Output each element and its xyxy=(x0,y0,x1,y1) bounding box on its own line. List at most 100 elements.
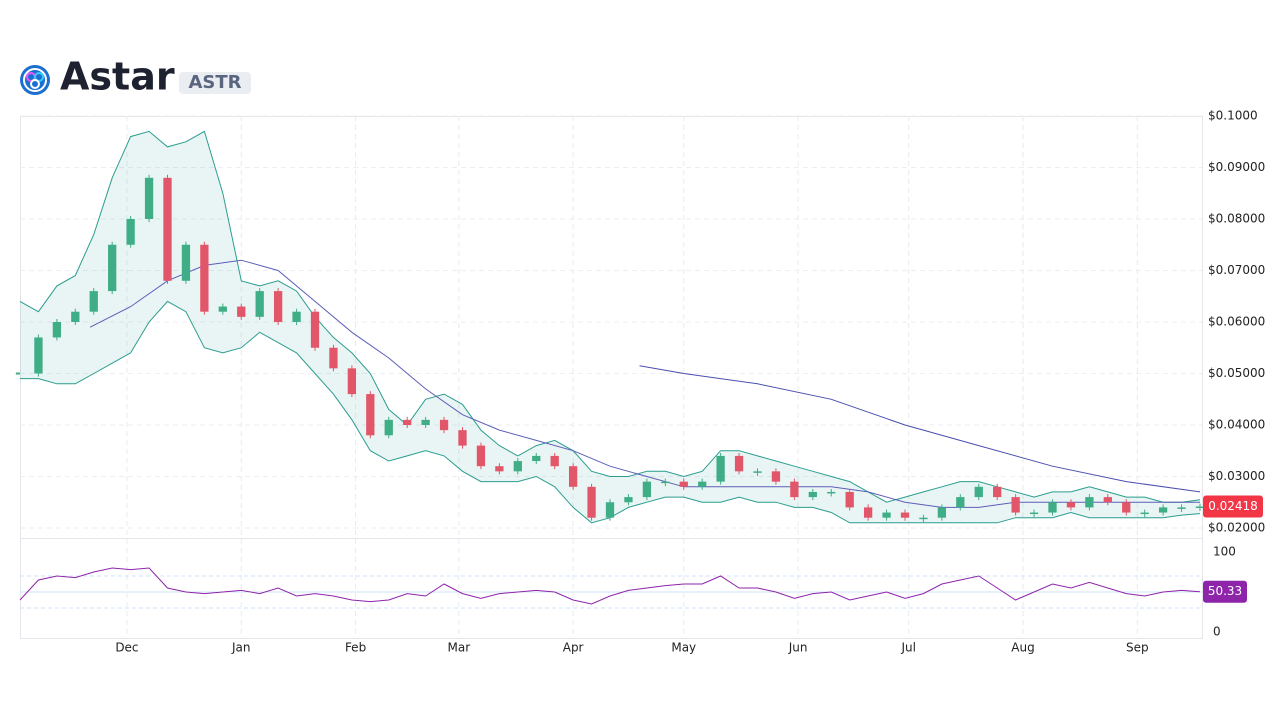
candle xyxy=(439,419,449,431)
y-tick-label: $0.06000 xyxy=(1208,315,1265,329)
candle xyxy=(808,491,817,498)
candle xyxy=(642,481,652,498)
candle xyxy=(384,419,393,436)
candle xyxy=(108,244,117,292)
y-tick-label: 100 xyxy=(1213,545,1236,559)
candle xyxy=(716,455,725,482)
candle xyxy=(587,486,596,518)
candle xyxy=(624,497,633,503)
y-tick-label: $0.08000 xyxy=(1208,212,1265,226)
candle xyxy=(421,419,430,425)
candle xyxy=(974,486,983,498)
rsi-label: 50.33 xyxy=(1208,584,1242,598)
candle xyxy=(827,491,836,494)
x-tick-label: Sep xyxy=(1126,641,1149,655)
candle xyxy=(1029,512,1039,515)
candle xyxy=(661,481,670,484)
coin-symbol: ASTR xyxy=(188,72,241,93)
candle xyxy=(1066,502,1076,508)
candle xyxy=(403,419,412,425)
candle xyxy=(993,486,1002,498)
candle xyxy=(863,507,873,518)
y-tick-label: $0.05000 xyxy=(1208,366,1265,380)
candle xyxy=(734,455,744,472)
candle xyxy=(513,461,522,472)
x-tick-label: Dec xyxy=(115,641,138,655)
x-tick-label: Jul xyxy=(900,641,915,655)
x-tick-label: Mar xyxy=(447,641,470,655)
x-tick-label: May xyxy=(671,641,696,655)
logo xyxy=(20,65,50,95)
candle xyxy=(71,311,80,322)
coin-name: Astar xyxy=(60,55,175,99)
candle xyxy=(900,512,910,518)
candle xyxy=(1103,497,1112,503)
candle xyxy=(126,219,135,245)
y-tick-label: $0.07000 xyxy=(1208,263,1265,277)
candle xyxy=(550,455,559,467)
candle xyxy=(15,372,20,375)
candle xyxy=(310,311,320,348)
candle xyxy=(1195,506,1205,508)
candle xyxy=(919,517,928,520)
candle xyxy=(1011,497,1020,513)
candle xyxy=(255,291,264,317)
candle xyxy=(366,394,375,436)
candle xyxy=(937,507,947,518)
y-tick-label: $0.09000 xyxy=(1208,160,1265,174)
x-tick-label: Apr xyxy=(563,641,584,655)
candle xyxy=(882,512,891,518)
y-tick-label: $0.1000 xyxy=(1208,109,1258,123)
candle xyxy=(1140,512,1149,515)
candle xyxy=(1048,502,1057,513)
x-tick-label: Feb xyxy=(345,641,366,655)
y-tick-label: $0.03000 xyxy=(1208,469,1265,483)
candle xyxy=(532,455,541,462)
candle xyxy=(1122,502,1131,513)
candle xyxy=(476,445,486,467)
y-tick-label: 0 xyxy=(1213,625,1221,639)
x-tick-label: Jan xyxy=(231,641,251,655)
candle xyxy=(144,177,154,219)
candle xyxy=(347,368,357,395)
y-tick-label: $0.02000 xyxy=(1208,521,1265,535)
candle xyxy=(329,347,338,369)
candle xyxy=(292,311,301,322)
x-tick-label: Jun xyxy=(788,641,808,655)
candle xyxy=(845,491,854,508)
candle xyxy=(458,430,467,446)
candle xyxy=(495,466,504,472)
candle xyxy=(34,337,43,374)
candle xyxy=(605,502,615,518)
last-price-label: 0.02418 xyxy=(1208,499,1258,513)
candle xyxy=(771,471,781,482)
candle xyxy=(1085,497,1094,508)
y-tick-label: $0.04000 xyxy=(1208,418,1265,432)
candle xyxy=(89,291,98,312)
rsi-line xyxy=(19,567,1201,605)
candle xyxy=(698,481,707,487)
candle xyxy=(568,466,578,487)
x-tick-label: Aug xyxy=(1011,641,1034,655)
moving-average xyxy=(639,365,1201,493)
candle xyxy=(679,481,688,487)
band-upper xyxy=(19,130,1201,503)
candle xyxy=(52,322,62,338)
candle xyxy=(181,244,191,281)
candle xyxy=(237,306,246,317)
symbol-badge xyxy=(179,72,251,94)
candle xyxy=(218,306,227,312)
candle xyxy=(1158,507,1168,513)
candle xyxy=(956,497,965,508)
rsi-badge xyxy=(1203,580,1247,603)
candle xyxy=(163,177,172,281)
candle xyxy=(753,471,762,473)
plot-frame xyxy=(20,116,1203,639)
candle xyxy=(1177,507,1186,509)
candle xyxy=(790,481,799,498)
band-fill xyxy=(20,131,1200,523)
candle xyxy=(273,291,283,322)
last-price-badge xyxy=(1203,495,1263,518)
